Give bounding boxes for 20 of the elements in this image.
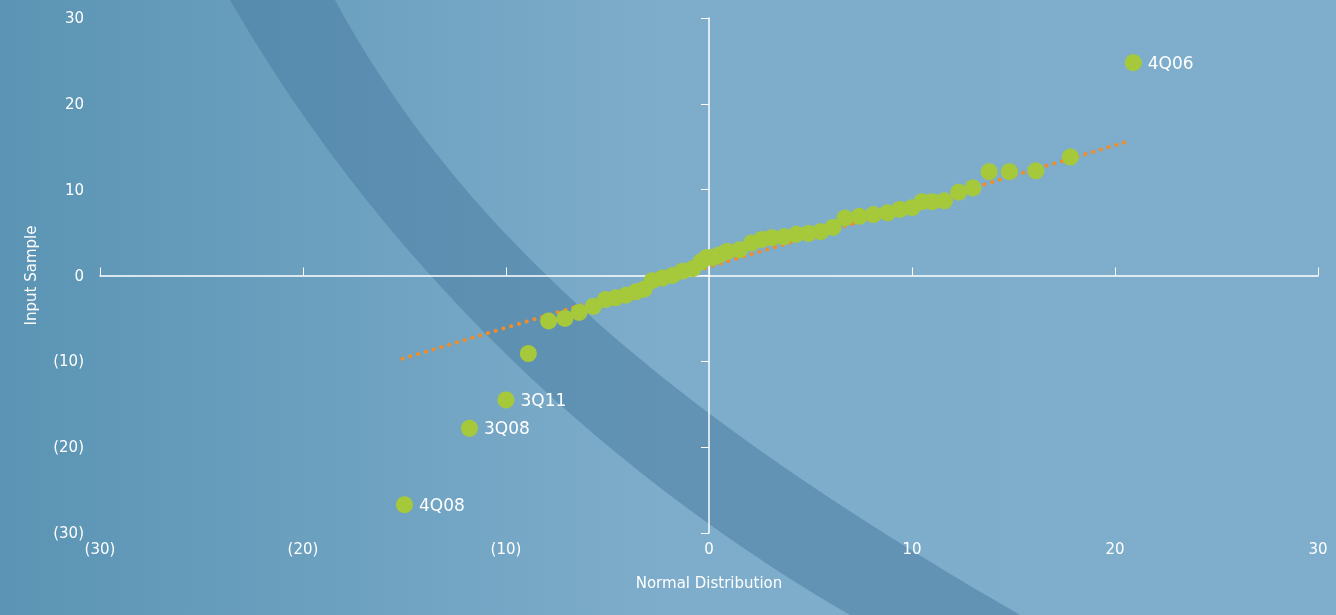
y-tick-label: (30)	[53, 524, 84, 542]
x-tick-label: 20	[1105, 539, 1125, 558]
data-label: 3Q11	[520, 389, 567, 410]
y-tick-label: (10)	[53, 352, 84, 371]
x-axis-title: Normal Distribution	[635, 573, 783, 592]
data-label: 3Q08	[483, 418, 530, 439]
x-tick-label: (30)	[84, 539, 116, 558]
y-tick-label: 0	[74, 266, 84, 285]
x-tick-label: 0	[704, 539, 714, 558]
data-label: 4Q08	[419, 494, 465, 515]
data-label: 4Q06	[1147, 52, 1194, 73]
x-tick-label: 30	[1308, 539, 1328, 558]
x-tick-label: (20)	[287, 539, 319, 558]
y-tick-label: 30	[64, 9, 84, 27]
y-tick-label: (20)	[53, 438, 84, 457]
x-tick-label: 10	[902, 539, 922, 558]
y-tick-label: 10	[64, 180, 84, 199]
y-axis-title: Input Sample	[21, 225, 40, 326]
x-tick-label: (10)	[490, 539, 522, 558]
y-tick-label: 20	[64, 94, 84, 113]
